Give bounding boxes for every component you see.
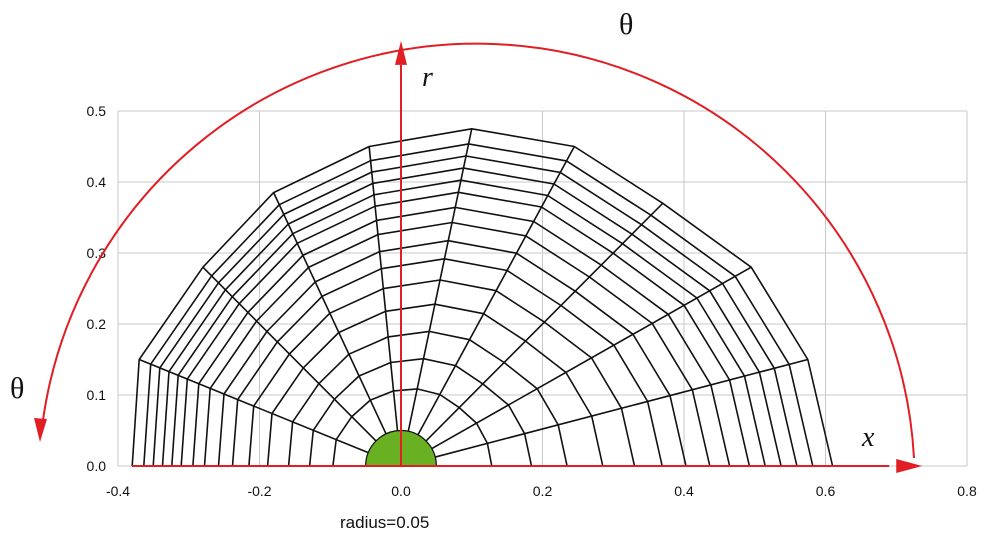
- mesh-ring-10: [171, 179, 766, 467]
- y-tick-label: 0.0: [87, 458, 107, 474]
- mesh-ring-4: [248, 279, 636, 467]
- x-axis-label: x: [861, 422, 875, 453]
- mesh-ring-13: [143, 143, 814, 467]
- y-tick-label: 0.1: [87, 387, 107, 403]
- x-tick-label: 0.6: [816, 483, 836, 499]
- x-tick-label: -0.4: [106, 483, 130, 499]
- polar-mesh: [131, 128, 834, 467]
- y-tick-label: 0.4: [87, 174, 107, 190]
- mesh-ring-9: [180, 191, 751, 467]
- mesh-ring-1: [308, 357, 533, 467]
- x-tick-label: -0.2: [247, 483, 271, 499]
- annotation-arrows: [34, 40, 923, 473]
- radius-label: radius=0.05: [340, 513, 429, 532]
- x-tick-label: 0.4: [674, 483, 694, 499]
- x-tick-label: 0.8: [957, 483, 977, 499]
- theta-top-label: θ: [619, 8, 633, 41]
- theta-arc: [42, 42, 915, 459]
- x-tick-label: 0.2: [533, 483, 553, 499]
- r-axis-label: r: [422, 62, 433, 93]
- mesh-ring-0: [332, 388, 493, 467]
- mesh-ring-6: [217, 239, 687, 467]
- theta-left-label: θ: [10, 372, 24, 405]
- theta-arc-head: [34, 418, 47, 442]
- mesh-ring-2: [287, 330, 568, 467]
- r-arrow-head: [395, 40, 407, 65]
- grid-lines: [117, 110, 968, 467]
- mesh-ring-3: [266, 303, 604, 467]
- y-axis-ticks: 0.00.10.20.30.40.5: [87, 103, 107, 474]
- x-axis-ticks: -0.4 -0.2 0.0 0.2 0.4 0.6 0.8: [106, 483, 977, 499]
- mesh-ring-8: [192, 206, 731, 467]
- mesh-ring-5: [231, 257, 663, 467]
- mesh-ring-7: [203, 221, 711, 467]
- y-tick-label: 0.5: [87, 103, 107, 119]
- mesh-ring-12: [152, 155, 798, 467]
- y-tick-label: 0.2: [87, 316, 107, 332]
- mesh-ring-14: [131, 128, 834, 467]
- mesh-ring-11: [161, 167, 782, 467]
- x-arrow-head: [896, 459, 923, 473]
- x-tick-label: 0.0: [391, 483, 411, 499]
